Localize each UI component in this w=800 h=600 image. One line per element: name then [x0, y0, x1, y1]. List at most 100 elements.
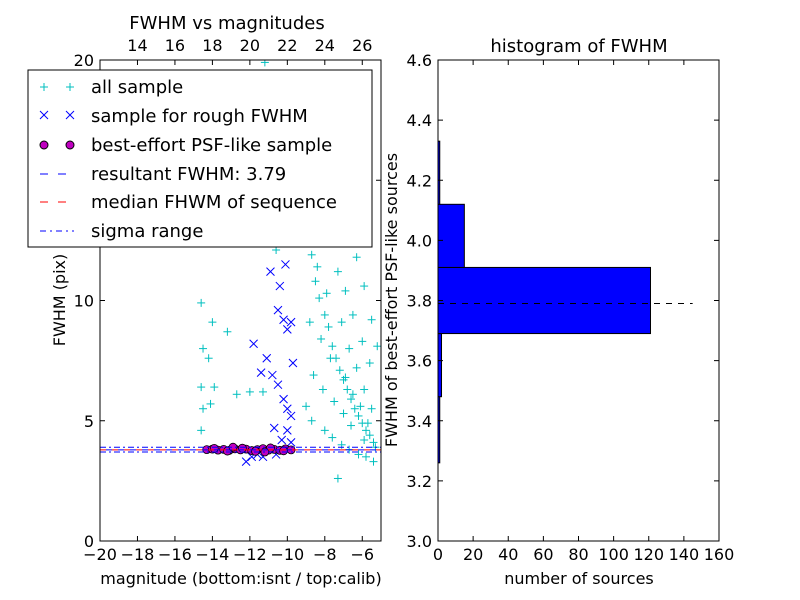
rough-sample-point: [266, 267, 275, 276]
all-sample-point: [206, 399, 215, 408]
scatter-panel: FWHM vs magnitudes −20 −18 −16 −14 −12 −10 −8−…: [27, 13, 382, 588]
legend-entry-median-fwhm: median FHWM of sequence: [40, 192, 337, 213]
all-sample-point: [348, 310, 357, 319]
histogram-x-tick-label: 160: [704, 545, 735, 564]
histogram-x-tick-label: 100: [598, 545, 629, 564]
rough-sample-point: [282, 325, 292, 334]
all-sample-point: [313, 262, 322, 271]
histogram-x-tick-label: 120: [633, 545, 664, 564]
rough-sample-point: [267, 370, 277, 380]
all-sample-point: [197, 298, 206, 307]
scatter-y-tick-label: 5: [84, 412, 94, 431]
scatter-x-tick-label: −10: [270, 545, 304, 564]
histogram-x-tick-label: 60: [533, 545, 553, 564]
all-sample-point: [365, 359, 374, 368]
all-sample-point: [197, 426, 206, 435]
all-sample-point: [318, 385, 327, 394]
all-sample-point: [350, 404, 359, 413]
all-sample-point: [343, 385, 352, 394]
all-sample-point: [337, 318, 346, 327]
all-sample-point: [360, 435, 369, 444]
legend-marker-plus: [40, 83, 74, 91]
psf-sample-point: [209, 444, 219, 453]
all-sample-point: [330, 397, 339, 406]
all-sample-point: [317, 334, 326, 343]
all-sample-point: [365, 431, 374, 440]
rough-sample-point: [286, 438, 296, 447]
all-sample-point: [341, 286, 350, 295]
all-sample-point: [348, 390, 357, 399]
histogram-y-tick-label: 3.0: [407, 532, 432, 551]
all-sample-point: [341, 373, 350, 382]
legend-marker-circle: [65, 140, 75, 150]
scatter-top-tick-label: 14: [127, 36, 147, 55]
scatter-top-tick-label: 26: [352, 36, 372, 55]
all-sample-point: [307, 416, 316, 425]
all-sample-point: [369, 438, 378, 447]
rough-sample-point: [262, 353, 272, 363]
all-sample-point: [210, 383, 219, 392]
legend-label-all-sample: all sample: [91, 77, 183, 98]
histogram-y-tick-label: 4.0: [407, 231, 432, 250]
legend-entry-sigma-range: sigma range: [40, 221, 203, 242]
all-sample-point: [352, 363, 361, 372]
all-sample-point: [245, 387, 254, 396]
scatter-x-label: magnitude (bottom:isnt / top:calib): [100, 569, 381, 588]
all-sample-point: [333, 267, 342, 276]
histogram-y-tick-label: 4.4: [407, 111, 432, 130]
scatter-plot-area: [100, 60, 381, 483]
all-sample-point: [347, 395, 356, 404]
scatter-top-tick-label: 20: [240, 36, 260, 55]
legend-entry-rough-sample: sample for rough FWHM: [39, 106, 308, 127]
all-sample-point: [199, 404, 208, 413]
all-sample-point: [326, 354, 335, 363]
all-sample-point: [328, 433, 337, 442]
all-sample-point: [208, 318, 217, 327]
all-sample-point: [373, 342, 381, 351]
scatter-top-tick-label: 22: [277, 36, 297, 55]
histogram-y-label: FWHM of best-effort PSF-like sources: [382, 153, 401, 447]
all-sample-point: [315, 294, 324, 303]
rough-sample-point: [249, 339, 258, 349]
histogram-x-tick-label: 80: [568, 545, 588, 564]
histogram-y-tick-label: 4.6: [407, 51, 432, 70]
all-sample-point: [333, 474, 342, 483]
all-sample-point: [302, 402, 311, 411]
rough-sample-point: [281, 260, 290, 269]
scatter-title: FWHM vs magnitudes: [129, 13, 324, 34]
all-sample-point: [363, 419, 372, 428]
scatter-x-tick-label: −6: [350, 545, 374, 564]
histogram-x-tick-label: 40: [498, 545, 518, 564]
scatter-y-tick-label: 10: [74, 292, 94, 311]
scatter-y-label: FWHM (pix): [50, 254, 69, 347]
rough-sample-point: [286, 411, 296, 421]
all-sample-point: [356, 402, 365, 411]
rough-sample-point: [256, 368, 266, 378]
scatter-y-tick-label: 0: [84, 532, 94, 551]
psf-sample-point: [251, 446, 260, 456]
all-sample-point: [305, 318, 314, 327]
histogram-title: histogram of FWHM: [490, 36, 667, 57]
all-sample-point: [320, 310, 329, 319]
all-sample-point: [309, 371, 318, 380]
all-sample-point: [320, 426, 329, 435]
histogram-bar: [437, 203, 465, 268]
scatter-top-tick-label: 16: [165, 36, 185, 55]
legend-entry-resultant-fwhm: resultant FWHM: 3.79: [40, 164, 286, 185]
all-sample-point: [223, 327, 232, 336]
scatter-x-tick-label: −14: [196, 545, 230, 564]
histogram-x-tick-label: 20: [463, 545, 483, 564]
histogram-bar: [437, 266, 652, 335]
all-sample-point: [322, 289, 331, 298]
histogram-panel: histogram of FWHM 0 20 40 60 80 100 120 140 160 3…: [382, 36, 734, 588]
all-sample-point: [362, 426, 371, 435]
legend-label-sigma-range: sigma range: [91, 221, 203, 242]
legend-label-resultant-fwhm: resultant FWHM: 3.79: [91, 164, 286, 185]
histogram-x-tick-label: 0: [433, 545, 443, 564]
histogram-x-label: number of sources: [504, 569, 654, 588]
scatter-x-tick-label: −8: [313, 545, 337, 564]
all-sample-point: [328, 342, 337, 351]
histogram-bars: [437, 140, 693, 464]
all-sample-point: [347, 421, 356, 430]
